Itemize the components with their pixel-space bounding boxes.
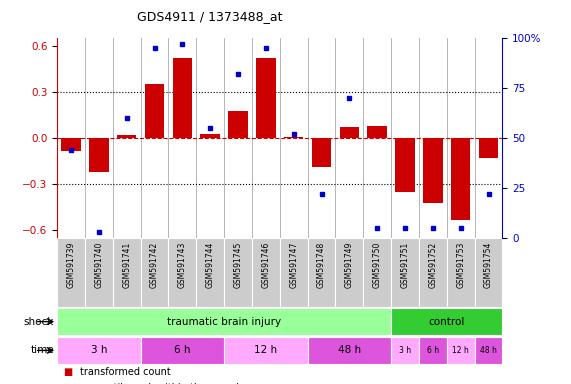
Bar xyxy=(89,138,108,172)
Text: 6 h: 6 h xyxy=(174,345,191,356)
Text: GSM591744: GSM591744 xyxy=(206,242,215,288)
Text: GSM591746: GSM591746 xyxy=(262,242,271,288)
Bar xyxy=(61,138,81,151)
Text: GSM591743: GSM591743 xyxy=(178,242,187,288)
Bar xyxy=(280,238,308,307)
Bar xyxy=(368,126,387,138)
Text: control: control xyxy=(429,316,465,327)
Text: GSM591752: GSM591752 xyxy=(428,242,437,288)
Bar xyxy=(475,336,502,364)
Bar xyxy=(57,238,85,307)
Text: GSM591749: GSM591749 xyxy=(345,242,354,288)
Text: GDS4911 / 1373488_at: GDS4911 / 1373488_at xyxy=(137,10,283,23)
Bar xyxy=(451,138,471,220)
Text: 48 h: 48 h xyxy=(480,346,497,355)
Bar xyxy=(168,238,196,307)
Bar xyxy=(475,238,502,307)
Bar xyxy=(391,336,419,364)
Bar xyxy=(395,138,415,192)
Bar xyxy=(57,336,140,364)
Bar xyxy=(479,138,498,158)
Text: GSM591740: GSM591740 xyxy=(94,242,103,288)
Text: GSM591742: GSM591742 xyxy=(150,242,159,288)
Text: GSM591753: GSM591753 xyxy=(456,242,465,288)
Bar xyxy=(312,138,331,167)
Bar xyxy=(308,336,391,364)
Bar xyxy=(252,238,280,307)
Bar xyxy=(85,238,113,307)
Bar xyxy=(117,135,136,138)
Bar xyxy=(112,238,140,307)
Text: time: time xyxy=(31,345,54,356)
Bar xyxy=(391,308,502,336)
Text: 6 h: 6 h xyxy=(427,346,439,355)
Text: GSM591751: GSM591751 xyxy=(400,242,409,288)
Bar xyxy=(419,336,447,364)
Text: shock: shock xyxy=(24,316,54,327)
Bar xyxy=(224,336,308,364)
Bar xyxy=(335,238,363,307)
Bar xyxy=(145,84,164,138)
Bar xyxy=(140,336,224,364)
Bar xyxy=(172,58,192,138)
Bar xyxy=(196,238,224,307)
Bar xyxy=(256,58,276,138)
Bar xyxy=(340,127,359,138)
Text: 3 h: 3 h xyxy=(91,345,107,356)
Bar xyxy=(363,238,391,307)
Text: GSM591750: GSM591750 xyxy=(373,242,382,288)
Bar xyxy=(228,111,248,138)
Bar xyxy=(447,336,475,364)
Text: ■: ■ xyxy=(63,367,72,377)
Text: traumatic brain injury: traumatic brain injury xyxy=(167,316,281,327)
Bar xyxy=(57,308,391,336)
Bar xyxy=(140,238,168,307)
Text: GSM591754: GSM591754 xyxy=(484,242,493,288)
Bar xyxy=(284,137,303,138)
Text: 12 h: 12 h xyxy=(452,346,469,355)
Text: 12 h: 12 h xyxy=(254,345,278,356)
Bar xyxy=(419,238,447,307)
Bar xyxy=(308,238,336,307)
Text: 48 h: 48 h xyxy=(338,345,361,356)
Text: GSM591741: GSM591741 xyxy=(122,242,131,288)
Bar xyxy=(391,238,419,307)
Bar xyxy=(423,138,443,203)
Bar xyxy=(447,238,475,307)
Text: GSM591745: GSM591745 xyxy=(234,242,243,288)
Bar xyxy=(200,134,220,138)
Text: ■: ■ xyxy=(63,383,72,384)
Text: GSM591748: GSM591748 xyxy=(317,242,326,288)
Text: GSM591739: GSM591739 xyxy=(66,242,75,288)
Text: 3 h: 3 h xyxy=(399,346,411,355)
Text: transformed count: transformed count xyxy=(80,367,171,377)
Text: GSM591747: GSM591747 xyxy=(289,242,298,288)
Bar xyxy=(224,238,252,307)
Text: percentile rank within the sample: percentile rank within the sample xyxy=(80,383,245,384)
